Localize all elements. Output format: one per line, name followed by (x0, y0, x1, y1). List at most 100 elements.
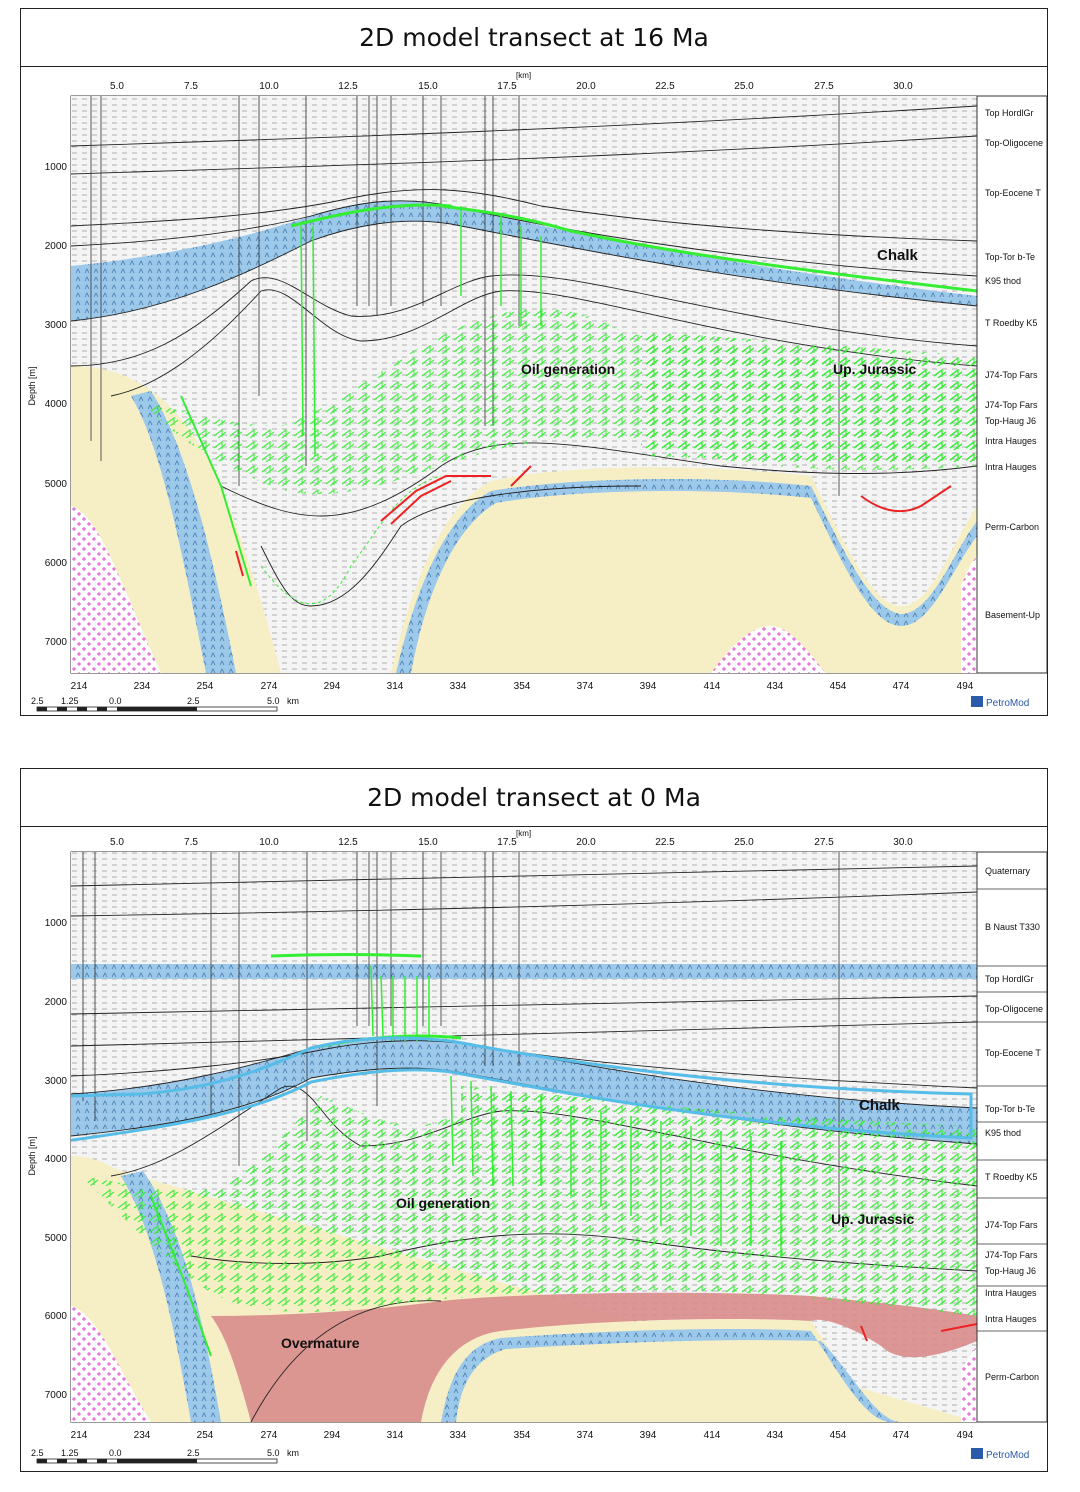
scale-label: 1.25 (61, 1448, 79, 1458)
annotation-overmature: Overmature (281, 1335, 360, 1351)
depth-tick-label: 4000 (45, 1154, 68, 1165)
layer-label: Basement-Up (985, 610, 1040, 620)
layer-label: Perm-Carbon (985, 1372, 1039, 1382)
scale-label: 5.0 (267, 696, 280, 706)
bottom-tick-label: 474 (893, 681, 910, 692)
bottom-tick-label: 494 (957, 1430, 974, 1441)
bottom-tick-label: 394 (640, 681, 657, 692)
x-axis-label: [km] (516, 71, 531, 80)
layer-label: Top-Tor b-Te (985, 1104, 1035, 1114)
scale-bar: 2.5 1.25 0.0 2.5 5.0 km (31, 1448, 299, 1464)
top-tick-label: 10.0 (259, 837, 279, 848)
layer-label: Top HordlGr (985, 108, 1034, 118)
top-tick-label: 27.5 (814, 837, 834, 848)
bottom-tick-label: 474 (893, 1430, 910, 1441)
petromod-logo: PetroMod (971, 696, 1029, 709)
bottom-tick-label: 494 (957, 681, 974, 692)
layer-label: K95 thod (985, 276, 1021, 286)
petromod-logo: PetroMod (971, 1448, 1029, 1461)
top-tick-label: 20.0 (576, 81, 596, 92)
bottom-tick-label: 274 (261, 681, 278, 692)
scale-label: 5.0 (267, 1448, 280, 1458)
bottom-tick-label: 414 (704, 1430, 721, 1441)
stratigraphy (71, 852, 977, 1422)
bottom-tick-label: 394 (640, 1430, 657, 1441)
bottom-tick-label: 254 (197, 1430, 214, 1441)
layer-label: T Roedby K5 (985, 1172, 1037, 1182)
bottom-tick-label: 294 (324, 681, 341, 692)
scale-label: 2.5 (31, 696, 44, 706)
bottom-tick-label: 234 (134, 681, 151, 692)
bottom-tick-label: 374 (577, 1430, 594, 1441)
top-tick-label: 20.0 (576, 837, 596, 848)
layer-label: Top-Oligocene (985, 138, 1043, 148)
top-tick-label: 12.5 (338, 837, 358, 848)
x-axis-label: [km] (516, 829, 531, 838)
depth-tick-label: 7000 (45, 1390, 68, 1401)
bottom-tick-label: 434 (767, 681, 784, 692)
top-tick-label: 22.5 (655, 81, 675, 92)
layer-label: Intra Hauges (985, 1288, 1037, 1298)
depth-tick-label: 5000 (45, 479, 68, 490)
top-tick-label: 10.0 (259, 81, 279, 92)
layer-label: Top-Eocene T (985, 188, 1041, 198)
bottom-tick-label: 374 (577, 681, 594, 692)
bottom-tick-label: 334 (450, 1430, 467, 1441)
top-tick-label: 15.0 (418, 837, 438, 848)
section-plot: Top HordlGr Top-Oligocene Top-Eocene T T… (27, 71, 1047, 712)
top-tick-label: 30.0 (893, 837, 913, 848)
scale-label: 2.5 (31, 1448, 44, 1458)
bottom-tick-label: 434 (767, 1430, 784, 1441)
depth-tick-label: 5000 (45, 1233, 68, 1244)
y-axis-label: Depth [m] (27, 1136, 37, 1175)
scale-bar: 2.5 1.25 0.0 2.5 5.0 km (31, 696, 299, 712)
top-tick-label: 22.5 (655, 837, 675, 848)
top-tick-label: 12.5 (338, 81, 358, 92)
bottom-tick-label: 234 (134, 1430, 151, 1441)
depth-tick-label: 6000 (45, 558, 68, 569)
top-tick-label: 5.0 (110, 81, 124, 92)
logo-text: PetroMod (986, 698, 1029, 709)
layer-label: Intra Hauges (985, 436, 1037, 446)
annotation-oil-generation: Oil generation (521, 361, 615, 377)
leakage-vectors (235, 465, 952, 577)
migration-vectors (141, 203, 977, 605)
annotation-oil-generation: Oil generation (396, 1195, 490, 1211)
bottom-tick-label: 314 (387, 1430, 404, 1441)
layer-legend-column (976, 851, 1047, 1423)
annotation-up-jurassic: Up. Jurassic (833, 361, 916, 377)
depth-tick-label: 2000 (45, 997, 68, 1008)
y-axis-label: Depth [m] (27, 366, 37, 405)
bottom-tick-label: 354 (514, 681, 531, 692)
layer-label: B Naust T330 (985, 922, 1040, 932)
layer-label: Top HordlGr (985, 974, 1034, 984)
scale-label: 2.5 (187, 696, 200, 706)
leakage-vectors (860, 1323, 977, 1342)
bottom-tick-label: 454 (830, 681, 847, 692)
bottom-tick-label: 254 (197, 681, 214, 692)
layer-label: Top-Eocene T (985, 1048, 1041, 1058)
top-tick-label: 17.5 (497, 81, 517, 92)
logo-text: PetroMod (986, 1450, 1029, 1461)
model-panel-16ma: 2D model transect at 16 Ma (20, 8, 1048, 716)
layer-label: J74-Top Fars (985, 1250, 1038, 1260)
depth-tick-label: 1000 (45, 162, 68, 173)
panel-title: 2D model transect at 0 Ma (367, 783, 701, 812)
depth-tick-label: 3000 (45, 320, 68, 331)
scale-label: 0.0 (109, 696, 122, 706)
annotation-chalk: Chalk (877, 247, 919, 264)
layer-label: J74-Top Fars (985, 400, 1038, 410)
top-tick-label: 5.0 (110, 837, 124, 848)
top-tick-label: 27.5 (814, 81, 834, 92)
annotation-chalk: Chalk (859, 1097, 901, 1114)
stratigraphy (71, 96, 977, 673)
depth-tick-label: 3000 (45, 1076, 68, 1087)
top-tick-label: 25.0 (734, 81, 754, 92)
panel-title-bar: 2D model transect at 16 Ma (21, 9, 1047, 67)
depth-tick-label: 4000 (45, 399, 68, 410)
bottom-tick-label: 314 (387, 681, 404, 692)
model-panel-0ma: 2D model transect at 0 Ma (20, 768, 1048, 1472)
chalk-outline (71, 1036, 973, 1142)
migration-vectors (81, 953, 977, 1357)
top-tick-label: 25.0 (734, 837, 754, 848)
